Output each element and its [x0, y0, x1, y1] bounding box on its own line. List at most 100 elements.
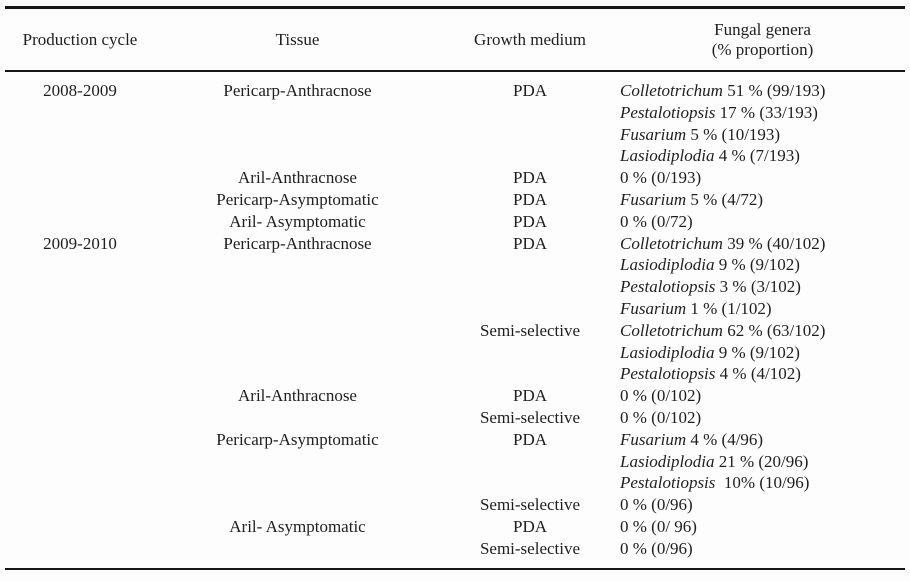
cell-growth-medium	[440, 451, 620, 473]
cell-tissue	[155, 451, 440, 473]
genus-name: Lasiodiplodia	[620, 342, 715, 362]
cell-tissue	[155, 124, 440, 146]
cell-production-cycle	[5, 102, 155, 124]
cell-tissue: Aril-Anthracnose	[238, 386, 357, 406]
cell-growth-medium: PDA	[512, 168, 547, 188]
cell-growth-medium: PDA	[512, 211, 547, 231]
cell-fungal-genera: 0 % (0/96)	[620, 494, 905, 516]
genus-proportion-value: 9 % (9/102)	[714, 255, 800, 275]
col-header-growth-medium: Growth medium	[474, 29, 586, 49]
table-row: Fusarium 5 % (10/193)	[5, 124, 905, 146]
genus-proportion-value: 21 % (20/96)	[714, 451, 809, 471]
table-row: Lasiodiplodia 9 % (9/102)	[5, 342, 905, 364]
genus-proportion-value: 39 % (40/102)	[722, 233, 826, 253]
cell-tissue	[155, 145, 440, 167]
table-row: Aril- Asymptomatic PDA 0 % (0/72)	[5, 211, 905, 233]
col-header-tissue: Tissue	[275, 29, 320, 49]
genus-name: Pestalotiopsis	[620, 473, 716, 493]
col-header-production-cycle: Production cycle	[22, 29, 138, 49]
cell-production-cycle	[5, 472, 155, 494]
table-row: Pestalotiopsis 4 % (4/102)	[5, 363, 905, 385]
cell-fungal-genera: Lasiodiplodia 4 % (7/193)	[620, 145, 905, 167]
cell-fungal-genera: Fusarium 4 % (4/96)	[620, 429, 905, 451]
cell-production-cycle	[5, 385, 155, 407]
cell-fungal-genera: Colletotrichum 62 % (63/102)	[620, 320, 905, 342]
cell-growth-medium: PDA	[512, 386, 547, 406]
cell-production-cycle	[5, 451, 155, 473]
cell-tissue	[155, 472, 440, 494]
cell-fungal-genera: Pestalotiopsis 17 % (33/193)	[620, 102, 905, 124]
table-row: Semi-selective 0 % (0/96)	[5, 538, 905, 560]
cell-tissue	[155, 298, 440, 320]
genus-proportion-value: 0 % (0/96)	[620, 495, 693, 515]
cell-production-cycle	[5, 407, 155, 429]
genus-name: Fusarium	[620, 124, 687, 144]
cell-fungal-genera: Lasiodiplodia 9 % (9/102)	[620, 342, 905, 364]
cell-tissue	[155, 538, 440, 560]
cell-tissue	[155, 363, 440, 385]
cell-production-cycle	[5, 320, 155, 342]
cell-tissue: Aril- Asymptomatic	[229, 211, 366, 231]
col-header-fungal-genera-line1: Fungal genera	[714, 20, 811, 39]
cell-growth-medium: Semi-selective	[479, 538, 581, 558]
genus-proportion-value: 0 % (0/ 96)	[620, 516, 697, 536]
cell-production-cycle: 2008-2009	[43, 81, 117, 100]
cell-tissue: Pericarp-Anthracnose	[223, 81, 372, 100]
table-top-rule	[5, 6, 905, 9]
cell-fungal-genera: Fusarium 5 % (4/72)	[620, 189, 905, 211]
cell-fungal-genera: Fusarium 1 % (1/102)	[620, 298, 905, 320]
genus-name: Colletotrichum	[620, 320, 723, 340]
cell-tissue: Pericarp-Asymptomatic	[216, 189, 379, 209]
genus-name: Fusarium	[620, 429, 687, 449]
cell-fungal-genera: Pestalotiopsis 4 % (4/102)	[620, 363, 905, 385]
table-row: Aril- Asymptomatic PDA 0 % (0/ 96)	[5, 516, 905, 538]
genus-name: Fusarium	[620, 298, 687, 318]
cell-fungal-genera: Colletotrichum 39 % (40/102)	[620, 233, 905, 255]
cell-production-cycle	[5, 211, 155, 233]
table-row: Lasiodiplodia 4 % (7/193)	[5, 145, 905, 167]
cell-fungal-genera: Lasiodiplodia 21 % (20/96)	[620, 451, 905, 473]
table-row: Semi-selective 0 % (0/102)	[5, 407, 905, 429]
cell-growth-medium	[440, 102, 620, 124]
cell-tissue	[155, 102, 440, 124]
cell-production-cycle	[5, 167, 155, 189]
cell-growth-medium: PDA	[512, 233, 547, 253]
cell-growth-medium: Semi-selective	[479, 495, 581, 515]
cell-growth-medium	[440, 145, 620, 167]
table-row: 2009-2010 Pericarp-Anthracnose PDA Colletot…	[5, 233, 905, 255]
cell-growth-medium: Semi-selective	[479, 320, 581, 340]
genus-proportion-value: 9 % (9/102)	[714, 342, 800, 362]
genus-name: Colletotrichum	[620, 233, 723, 253]
cell-growth-medium: PDA	[512, 516, 547, 536]
genus-name: Lasiodiplodia	[620, 146, 715, 166]
genus-proportion-value: 0 % (0/193)	[620, 168, 702, 188]
cell-growth-medium: Semi-selective	[479, 407, 581, 427]
cell-fungal-genera: Pestalotiopsis 10% (10/96)	[620, 472, 905, 494]
cell-tissue: Pericarp-Anthracnose	[223, 233, 372, 253]
genus-proportion-value: 62 % (63/102)	[722, 320, 826, 340]
results-table: 2008-2009 Pericarp-Anthracnose PDA Colletot…	[5, 80, 905, 560]
table-row: Pestalotiopsis 3 % (3/102)	[5, 276, 905, 298]
genus-proportion-value: 0 % (0/102)	[620, 386, 702, 406]
genus-proportion-value: 1 % (1/102)	[686, 298, 772, 318]
genus-proportion-value: 5 % (10/193)	[686, 124, 781, 144]
table-header-rule	[5, 70, 905, 72]
cell-growth-medium	[440, 298, 620, 320]
genus-proportion-value: 17 % (33/193)	[715, 102, 818, 122]
col-header-fungal-genera: Fungal genera (% proportion)	[620, 20, 905, 59]
cell-production-cycle	[5, 189, 155, 211]
cell-production-cycle: 2009-2010	[43, 233, 117, 253]
cell-fungal-genera: 0 % (0/193)	[620, 167, 905, 189]
cell-growth-medium	[440, 363, 620, 385]
cell-tissue	[155, 276, 440, 298]
genus-name: Lasiodiplodia	[620, 451, 715, 471]
table-row: Lasiodiplodia 21 % (20/96)	[5, 451, 905, 473]
cell-growth-medium: PDA	[512, 81, 547, 100]
cell-growth-medium	[440, 276, 620, 298]
cell-growth-medium: PDA	[512, 429, 547, 449]
table-row: Pericarp-Asymptomatic PDA Fusarium 5 % (4/…	[5, 189, 905, 211]
cell-production-cycle	[5, 124, 155, 146]
cell-tissue	[155, 494, 440, 516]
table-row: Aril-Anthracnose PDA 0 % (0/102)	[5, 385, 905, 407]
